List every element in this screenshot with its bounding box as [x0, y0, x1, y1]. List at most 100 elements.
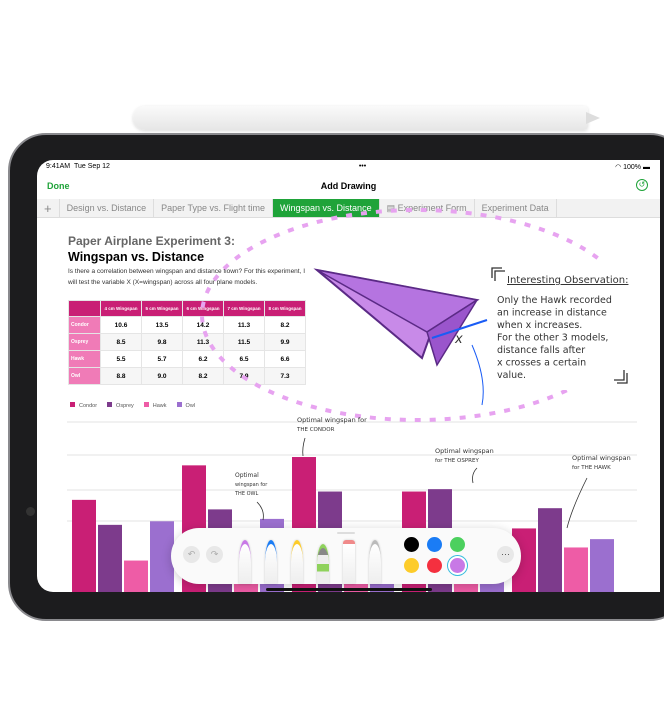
observation-line: when x increases. — [497, 320, 582, 331]
apple-pencil — [133, 106, 600, 130]
bar-owl — [150, 521, 174, 592]
column-header[interactable]: 7 cm Wingspan — [223, 300, 265, 317]
row-header[interactable]: Owl — [68, 367, 101, 385]
color-picker[interactable] — [450, 558, 465, 573]
observation-line: value. — [497, 370, 526, 381]
watercolor-tool[interactable] — [317, 544, 329, 584]
table-cell[interactable]: 9.0 — [141, 367, 183, 385]
crayon-tool[interactable] — [291, 540, 303, 584]
tab-label: Design vs. Distance — [66, 203, 147, 213]
column-header[interactable]: 4 cm Wingspan — [100, 300, 142, 317]
owl-annotation: wingspan for — [235, 482, 268, 488]
legend-item: Osprey — [107, 402, 134, 409]
wifi-icon: ◠ — [615, 164, 622, 171]
condor-annotation: Optimal wingspan for — [297, 416, 367, 424]
hawk-annotation: Optimal wingspan — [572, 454, 631, 462]
eraser-tool[interactable] — [343, 540, 355, 584]
tab-design-vs-distance[interactable]: Design vs. Distance — [60, 199, 155, 217]
tab-paper-type-vs-flight-time[interactable]: Paper Type vs. Flight time — [154, 199, 274, 217]
tab-wingspan-vs-distance[interactable]: Wingspan vs. Distance — [273, 199, 380, 217]
bar-osprey — [538, 508, 562, 592]
drawing-toolbar: ↶ ↷ ⋯ — [171, 528, 521, 584]
status-bar: 9:41AM Tue Sep 12 ••• ◠ 100% ▬ — [46, 163, 650, 171]
doc-description: Is there a correlation between wingspan … — [68, 268, 306, 286]
tab-label: Wingspan vs. Distance — [280, 203, 372, 213]
observation-title: Interesting Observation: — [507, 275, 628, 286]
camera — [26, 507, 35, 516]
chart-legend: Condor Osprey Hawk Owl — [70, 402, 195, 409]
legend-swatch — [176, 402, 182, 407]
home-indicator[interactable] — [266, 588, 432, 591]
table-row: Hawk 5.5 5.7 6.2 6.5 6.6 — [68, 350, 306, 368]
bar-osprey — [98, 524, 122, 592]
multitasking-dots[interactable]: ••• — [358, 163, 367, 170]
sheet-tabs: + Design vs. Distance Paper Type vs. Flig… — [37, 199, 660, 218]
time: 9:41AM — [46, 163, 71, 170]
bar-condor — [72, 499, 96, 592]
tab-label: Paper Type vs. Flight time — [161, 203, 266, 213]
doc-heading: Paper Airplane Experiment 3: — [68, 234, 235, 248]
legend-label: Osprey — [116, 403, 134, 409]
x-label: x — [454, 332, 463, 347]
battery-level: 100% — [623, 164, 642, 171]
condor-annotation: THE CONDOR — [296, 427, 335, 433]
doc-title: Wingspan vs. Distance — [68, 250, 205, 264]
undo-history-icon[interactable]: ↺ — [636, 179, 648, 191]
owl-annotation: THE OWL — [234, 491, 258, 497]
legend-swatch — [70, 402, 75, 407]
tab-label: Experiment Data — [481, 203, 549, 213]
screen: 9:41AM Tue Sep 12 ••• ◠ 100% ▬ Done Add … — [37, 160, 660, 592]
color-swatch[interactable] — [427, 558, 442, 573]
legend-item: Condor — [70, 402, 97, 409]
hawk-annotation: for THE HAWK — [572, 465, 611, 471]
done-button[interactable]: Done — [47, 181, 70, 191]
more-icon[interactable]: ⋯ — [497, 546, 514, 563]
table-cell[interactable]: 11.5 — [223, 333, 265, 351]
tab-experiment-data[interactable]: Experiment Data — [475, 199, 557, 217]
undo-icon[interactable]: ↶ — [183, 546, 200, 563]
color-swatch[interactable] — [450, 537, 465, 552]
osprey-annotation: for THE OSPREY — [435, 458, 479, 464]
arrow-condor — [302, 437, 306, 457]
arrow-hawk — [566, 477, 588, 529]
color-swatch[interactable] — [404, 558, 419, 573]
marker-tool[interactable] — [265, 540, 277, 584]
observation-line: an increase in distance — [497, 308, 607, 319]
color-swatch[interactable] — [427, 537, 442, 552]
table-cell[interactable]: 8.5 — [100, 333, 142, 351]
date: Tue Sep 12 — [74, 163, 110, 170]
wingspan-arrow — [431, 319, 488, 339]
lasso-tool[interactable] — [369, 540, 381, 584]
color-swatch[interactable] — [404, 537, 419, 552]
legend-label: Condor — [79, 403, 98, 409]
table-cell[interactable]: 7.3 — [264, 367, 306, 385]
owl-annotation: Optimal — [235, 472, 259, 479]
table-row: Condor 10.6 13.5 14.2 11.3 8.2 — [68, 316, 306, 334]
observation-line: distance falls after — [497, 345, 585, 356]
column-header[interactable]: 5 cm Wingspan — [141, 300, 183, 317]
observation-backdrop — [482, 260, 642, 390]
table-cell[interactable]: 8.8 — [100, 367, 142, 385]
toolbar-grabber[interactable] — [337, 532, 355, 534]
bracket-close — [614, 370, 628, 384]
legend-swatch — [107, 402, 113, 407]
arrow-line — [471, 344, 484, 406]
page-title: Add Drawing — [320, 181, 377, 191]
arrow-osprey — [472, 467, 478, 484]
observation-line: Only the Hawk recorded — [497, 295, 612, 306]
bar-owl — [590, 539, 614, 592]
form-icon: ▤ — [386, 203, 398, 213]
add-sheet-button[interactable]: + — [37, 199, 60, 217]
bar-hawk — [124, 560, 148, 592]
bracket-open — [491, 267, 505, 281]
legend-label: Hawk — [152, 403, 167, 409]
tab-experiment-form[interactable]: ▤ Experiment Form — [380, 199, 475, 217]
row-header[interactable]: Condor — [68, 316, 101, 334]
tab-label: Experiment Form — [397, 203, 467, 213]
table-cell[interactable]: 9.9 — [264, 333, 306, 351]
legend-item: Owl — [176, 402, 195, 409]
battery-icon: ▬ — [642, 164, 650, 171]
redo-icon[interactable]: ↷ — [206, 546, 223, 563]
pen-tool[interactable] — [239, 540, 251, 584]
observation-line: For the other 3 models, — [497, 333, 608, 344]
